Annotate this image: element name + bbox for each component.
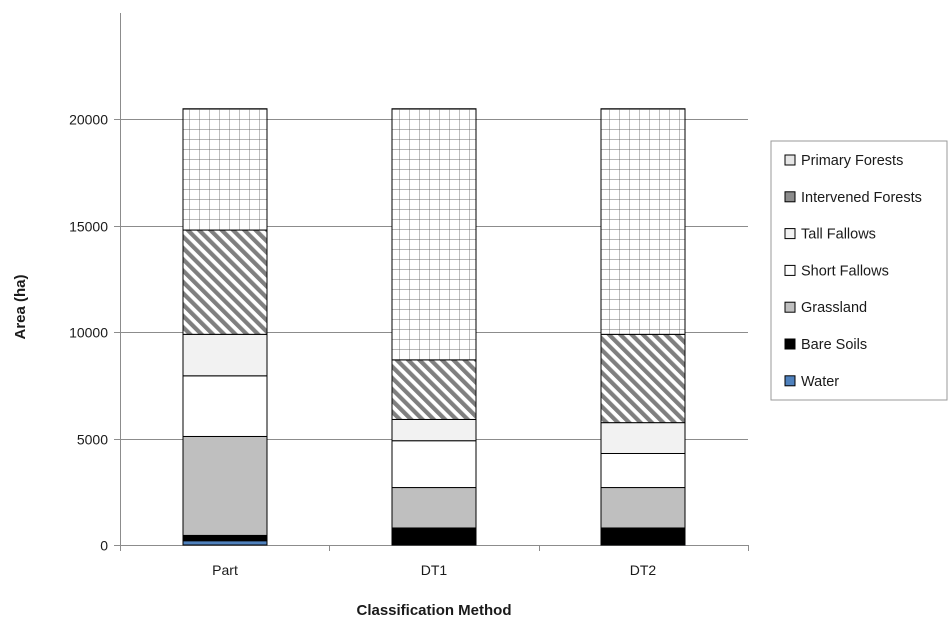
bar-segment-bare-soils <box>600 527 686 545</box>
legend-label: Intervened Forests <box>801 190 922 206</box>
x-axis-label: Classification Method <box>356 602 511 619</box>
bar-segment-grassland <box>600 487 686 529</box>
bar-stack-part <box>182 108 268 546</box>
bar-segment-tall-fallows <box>182 333 268 377</box>
bars <box>182 108 686 546</box>
legend-swatch <box>784 191 796 203</box>
legend-swatch <box>784 264 796 276</box>
bar-segment-intervened-forests <box>182 229 268 335</box>
x-tick-label: Part <box>212 562 238 578</box>
bar-stack-dt2 <box>600 108 686 546</box>
bar-segment-short-fallows <box>600 452 686 489</box>
bar-segment-primary-forests <box>391 108 477 361</box>
x-tick-label: DT1 <box>421 562 448 578</box>
legend-swatch <box>784 301 796 313</box>
x-tick-label: DT2 <box>630 562 657 578</box>
bar-segment-tall-fallows <box>600 422 686 454</box>
legend-item-water: Water <box>784 374 839 390</box>
legend-label: Water <box>801 374 839 390</box>
bar-segment-short-fallows <box>182 375 268 437</box>
bar-segment-primary-forests <box>600 108 686 335</box>
legend-label: Primary Forests <box>801 153 903 169</box>
y-tick-label: 20000 <box>69 112 108 128</box>
bar-segment-bare-soils <box>182 534 268 542</box>
legend-item-primary-forests: Primary Forests <box>784 153 903 169</box>
legend-item-short-fallows: Short Fallows <box>784 263 889 279</box>
legend-item-bare-soils: Bare Soils <box>784 337 867 353</box>
legend-label: Grassland <box>801 300 867 316</box>
legend-item-grassland: Grassland <box>784 300 867 316</box>
legend-item-tall-fallows: Tall Fallows <box>784 227 876 243</box>
legend-item-intervened-forests: Intervened Forests <box>784 190 922 206</box>
bar-segment-intervened-forests <box>600 333 686 424</box>
bar-segment-tall-fallows <box>391 418 477 442</box>
axes: Area (ha) Classification Method 0 5000 100… <box>12 13 749 619</box>
legend-label: Bare Soils <box>801 337 867 353</box>
y-tick-label: 10000 <box>69 325 108 341</box>
bar-stack-dt1 <box>391 108 477 546</box>
bar-segment-grassland <box>391 487 477 529</box>
legend-swatch <box>784 375 796 387</box>
legend: Primary Forests Intervened Forests Tall Fa… <box>770 140 948 401</box>
bar-segment-primary-forests <box>182 108 268 231</box>
legend-swatch <box>784 228 796 240</box>
bar-segment-intervened-forests <box>391 359 477 420</box>
bar-segment-bare-soils <box>391 527 477 545</box>
y-tick-label: 15000 <box>69 219 108 235</box>
bar-segment-grassland <box>182 435 268 536</box>
y-tick-label: 5000 <box>77 432 108 448</box>
legend-box <box>770 140 948 401</box>
legend-label: Short Fallows <box>801 263 889 279</box>
bar-segment-water <box>182 540 268 546</box>
y-axis-label: Area (ha) <box>12 274 29 339</box>
bar-segment-short-fallows <box>391 440 477 489</box>
legend-label: Tall Fallows <box>801 227 876 243</box>
legend-swatch <box>784 338 796 350</box>
legend-swatch <box>784 154 796 166</box>
y-tick-label: 0 <box>100 538 108 554</box>
